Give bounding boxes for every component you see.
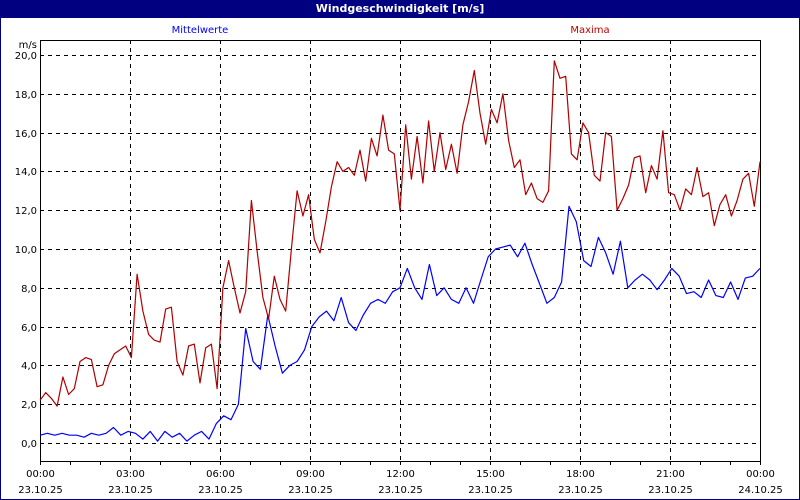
y-unit-label: m/s	[19, 40, 37, 51]
plot-border	[40, 40, 761, 462]
y-tick-label: 18,0	[15, 90, 37, 101]
x-tick-time: 09:00	[296, 469, 325, 480]
series-line-mean	[39, 205, 761, 442]
x-tick-time: 03:00	[116, 469, 145, 480]
x-tick-date: 23.10.25	[198, 485, 243, 496]
x-tick-date: 24.10.25	[738, 485, 783, 496]
series-line-max	[39, 60, 761, 407]
chart-title: Windgeschwindigkeit [m/s]	[0, 0, 800, 18]
x-tick-date: 23.10.25	[558, 485, 603, 496]
y-tick-label: 12,0	[15, 206, 37, 217]
y-tick-label: 20,0	[15, 51, 37, 62]
x-tick-date: 23.10.25	[288, 485, 333, 496]
y-tick-label: 8,0	[21, 284, 37, 295]
x-tick-time: 06:00	[206, 469, 235, 480]
grid-lines	[40, 40, 760, 461]
y-tick-label: 10,0	[15, 245, 37, 256]
x-tick-date: 23.10.25	[648, 485, 693, 496]
y-tick-label: 14,0	[15, 167, 37, 178]
y-tick-label: 0,0	[21, 439, 37, 450]
x-tick-date: 23.10.25	[378, 485, 423, 496]
x-tick-time: 21:00	[656, 469, 685, 480]
y-tick-label: 6,0	[21, 323, 37, 334]
y-tick-label: 16,0	[15, 129, 37, 140]
x-tick-time: 15:00	[476, 469, 505, 480]
x-tick-date: 23.10.25	[108, 485, 153, 496]
x-tick-date: 23.10.25	[18, 485, 63, 496]
x-tick-time: 12:00	[386, 469, 415, 480]
axes: 20,0 18,0 16,0 14,0 12,0 10,0 8,0 6,0 4,0 2,0 0,0 m…	[15, 40, 783, 496]
y-tick-label: 4,0	[21, 361, 37, 372]
x-tick-date: 23.10.25	[468, 485, 513, 496]
x-tick-time: 18:00	[566, 469, 595, 480]
legend-max: Maxima	[570, 25, 610, 36]
x-tick-time: 00:00	[746, 469, 775, 480]
x-tick-time: 00:00	[26, 469, 55, 480]
series-lines	[39, 60, 761, 442]
y-tick-label: 2,0	[21, 400, 37, 411]
legend-mean: Mittelwerte	[171, 25, 229, 36]
